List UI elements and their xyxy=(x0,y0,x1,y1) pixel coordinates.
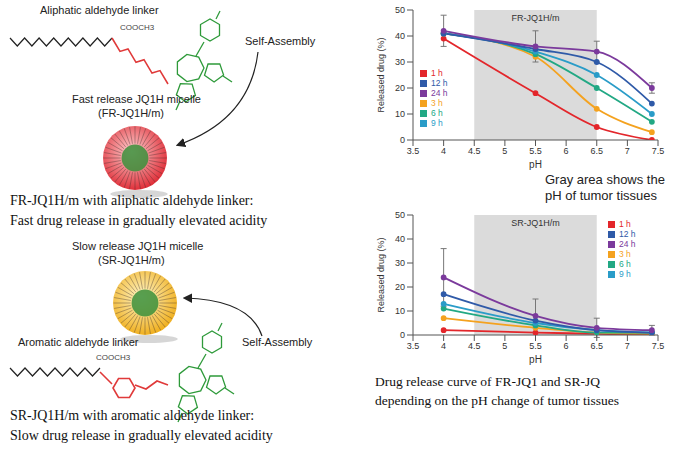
svg-text:pH: pH xyxy=(529,159,542,170)
html-text:9 h: 9 h xyxy=(619,269,631,279)
svg-text:3.5: 3.5 xyxy=(407,146,420,156)
html-text:12 h: 12 h xyxy=(619,229,636,239)
svg-text:4.5: 4.5 xyxy=(468,341,481,351)
svg-text:Aromatic aldehyde linker: Aromatic aldehyde linker xyxy=(18,336,139,348)
svg-text:0: 0 xyxy=(400,330,405,340)
html-text:pH of tumor tissues: pH of tumor tissues xyxy=(545,188,657,203)
html-text:24 h: 24 h xyxy=(619,239,636,249)
svg-text:0: 0 xyxy=(400,135,405,145)
svg-text:4: 4 xyxy=(441,146,446,156)
svg-text:7.5: 7.5 xyxy=(652,341,665,351)
svg-text:6: 6 xyxy=(564,146,569,156)
svg-text:COOCH3: COOCH3 xyxy=(96,353,131,362)
html-text:Gray area shows the: Gray area shows the xyxy=(545,172,665,187)
svg-text:10: 10 xyxy=(395,109,405,119)
svg-text:FR-JQ1H/m: FR-JQ1H/m xyxy=(512,13,560,23)
svg-text:5: 5 xyxy=(502,341,507,351)
html-text:6 h: 6 h xyxy=(619,259,631,269)
html-text:depending on the pH change of: depending on the pH change of tumor tiss… xyxy=(375,393,620,408)
svg-text:10: 10 xyxy=(395,306,405,316)
svg-text:30: 30 xyxy=(395,258,405,268)
svg-text:6.5: 6.5 xyxy=(590,341,603,351)
svg-text:3.5: 3.5 xyxy=(407,341,420,351)
html-text:3 h: 3 h xyxy=(431,98,443,108)
svg-text:5.5: 5.5 xyxy=(529,146,542,156)
svg-text:(FR-JQ1H/m): (FR-JQ1H/m) xyxy=(98,107,164,119)
svg-text:40: 40 xyxy=(395,31,405,41)
html-text:6 h: 6 h xyxy=(431,108,443,118)
svg-text:5.5: 5.5 xyxy=(529,341,542,351)
html-text:24 h: 24 h xyxy=(431,88,448,98)
html-text:Drug release curve of FR-JQ1 a: Drug release curve of FR-JQ1 and SR-JQ xyxy=(375,374,600,389)
svg-text:Self-Assembly: Self-Assembly xyxy=(245,35,316,47)
html-text:1 h: 1 h xyxy=(431,68,443,78)
svg-text:SR-JQ1H/m with aromatic aldehy: SR-JQ1H/m with aromatic aldehyde linker: xyxy=(10,408,254,423)
svg-text:COOCH3: COOCH3 xyxy=(120,23,155,32)
svg-text:20: 20 xyxy=(395,282,405,292)
svg-text:Fast release JQ1H micelle: Fast release JQ1H micelle xyxy=(72,93,201,105)
svg-text:7.5: 7.5 xyxy=(652,146,665,156)
svg-text:Slow release JQ1H micelle: Slow release JQ1H micelle xyxy=(72,240,203,252)
svg-text:50: 50 xyxy=(395,210,405,220)
svg-text:40: 40 xyxy=(395,234,405,244)
html-text:9 h: 9 h xyxy=(431,118,443,128)
html-text:1 h: 1 h xyxy=(619,219,631,229)
svg-text:Slow drug release in gradually: Slow drug release in gradually elevated … xyxy=(10,428,273,443)
svg-text:4.5: 4.5 xyxy=(468,146,481,156)
svg-text:7: 7 xyxy=(625,341,630,351)
svg-text:pH: pH xyxy=(529,354,542,365)
svg-text:Released drug (%): Released drug (%) xyxy=(376,37,386,112)
svg-text:7: 7 xyxy=(625,146,630,156)
svg-text:Released drug (%): Released drug (%) xyxy=(376,237,386,312)
svg-text:Fast drug release in gradually: Fast drug release in gradually elevated … xyxy=(10,213,267,228)
svg-text:4: 4 xyxy=(441,341,446,351)
html-text:3 h: 3 h xyxy=(619,249,631,259)
svg-text:6.5: 6.5 xyxy=(590,146,603,156)
svg-text:30: 30 xyxy=(395,57,405,67)
svg-text:50: 50 xyxy=(395,5,405,15)
html-text:12 h: 12 h xyxy=(431,78,448,88)
svg-text:SR-JQ1H/m: SR-JQ1H/m xyxy=(511,218,560,228)
svg-text:Self-Assembly: Self-Assembly xyxy=(242,336,313,348)
svg-text:Aliphatic aldehyde linker: Aliphatic aldehyde linker xyxy=(40,4,159,16)
svg-text:(SR-JQ1H/m): (SR-JQ1H/m) xyxy=(98,254,165,266)
svg-text:5: 5 xyxy=(502,146,507,156)
svg-text:6: 6 xyxy=(564,341,569,351)
svg-text:FR-JQ1H/m with aliphatic aldeh: FR-JQ1H/m with aliphatic aldehyde linker… xyxy=(10,193,253,208)
svg-text:20: 20 xyxy=(395,83,405,93)
